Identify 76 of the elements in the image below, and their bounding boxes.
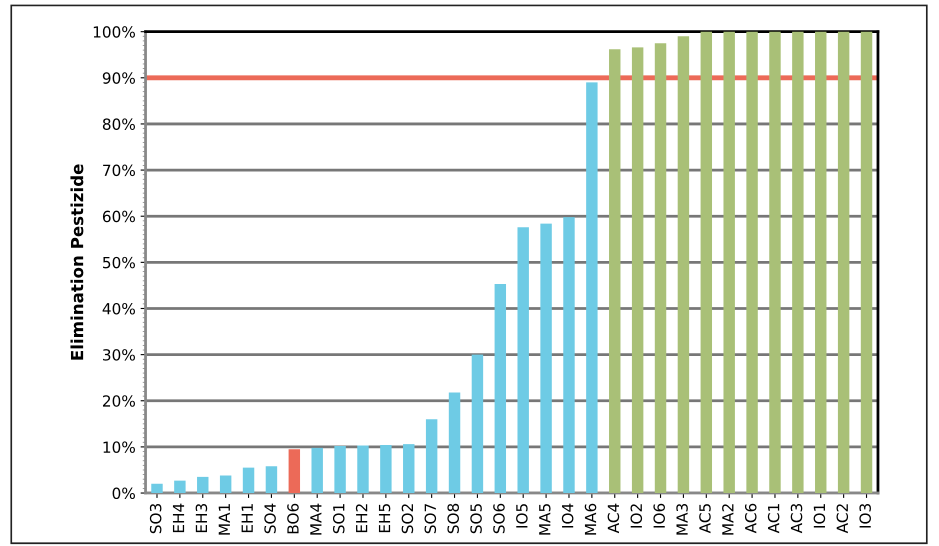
x-tick-label: EH2: [356, 504, 368, 532]
x-tick-label: MA4: [310, 504, 322, 535]
bar: [609, 49, 620, 494]
x-tick-label: EH5: [378, 504, 390, 532]
bar: [632, 47, 644, 494]
bar: [678, 36, 690, 494]
bar: [494, 284, 506, 494]
bar: [242, 468, 254, 494]
x-tick-label: AC6: [744, 504, 757, 534]
x-tick-label: MA1: [218, 504, 230, 535]
x-tick-label: IO3: [859, 504, 871, 528]
x-tick-label: IO5: [516, 504, 528, 528]
bar: [540, 224, 552, 494]
x-tick-label: SO4: [264, 504, 276, 534]
y-tick-label: 70%: [103, 164, 135, 176]
x-tick-label: MA3: [676, 504, 688, 535]
y-tick-label: 10%: [104, 441, 135, 453]
y-tick-label: 50%: [103, 256, 135, 268]
x-tick-label: SO7: [424, 504, 436, 534]
y-tick-label: 90%: [102, 72, 135, 84]
bar: [769, 32, 781, 494]
bar: [151, 484, 163, 494]
bar: [517, 227, 529, 494]
x-tick-label: SO2: [402, 504, 414, 534]
y-tick-label: 20%: [102, 395, 135, 407]
bar: [860, 32, 872, 494]
x-tick-label: AC2: [836, 504, 848, 534]
y-tick-label: 40%: [102, 302, 135, 315]
bar: [723, 32, 735, 494]
y-tick-label: 100%: [94, 26, 135, 38]
x-tick-label: SO6: [493, 504, 505, 534]
bar: [700, 32, 712, 494]
bar: [654, 43, 666, 494]
x-tick-label: IO4: [562, 504, 574, 528]
y-tick-label: 60%: [102, 210, 135, 222]
bar: [311, 448, 323, 494]
x-tick-label: EH4: [172, 504, 184, 532]
x-tick-label: SO8: [447, 504, 459, 534]
x-tick-label: IO1: [814, 504, 826, 528]
x-tick-label: SO1: [332, 504, 345, 534]
bar: [174, 480, 186, 494]
bar: [288, 449, 300, 494]
y-tick-label: 80%: [102, 118, 135, 130]
y-tick-label: 30%: [103, 349, 135, 361]
x-tick-label: SO5: [470, 504, 482, 534]
x-tick-label: BO6: [287, 504, 299, 534]
x-tick-label: MA6: [584, 504, 596, 535]
bar: [357, 446, 369, 494]
y-tick-label: 0%: [112, 488, 135, 500]
bar: [403, 444, 414, 494]
x-tick-label: AC1: [768, 504, 780, 534]
x-tick-label: MA2: [722, 504, 734, 535]
x-tick-label: EH1: [242, 504, 253, 532]
x-tick-label: SO3: [150, 504, 162, 534]
bar: [586, 82, 598, 494]
bar: [563, 217, 575, 494]
x-tick-label: IO2: [630, 504, 642, 528]
bar: [197, 476, 208, 494]
bar: [426, 419, 438, 494]
bar: [266, 466, 278, 494]
bar: [220, 476, 232, 494]
x-tick-label: AC5: [699, 504, 711, 534]
x-tick-label: IO6: [653, 504, 665, 528]
x-tick-label: AC3: [790, 504, 802, 534]
y-axis-title: Elimination Pestizide: [70, 164, 84, 360]
bar: [448, 392, 460, 494]
bar: [472, 354, 484, 494]
bar: [746, 32, 758, 494]
x-tick-label: EH3: [196, 504, 208, 532]
bar: [792, 32, 804, 494]
bar: [838, 32, 850, 494]
x-tick-label: AC4: [608, 504, 620, 534]
x-tick-label: MA5: [539, 504, 551, 535]
bar: [815, 32, 826, 494]
bar: [380, 445, 392, 494]
bar: [334, 446, 346, 494]
